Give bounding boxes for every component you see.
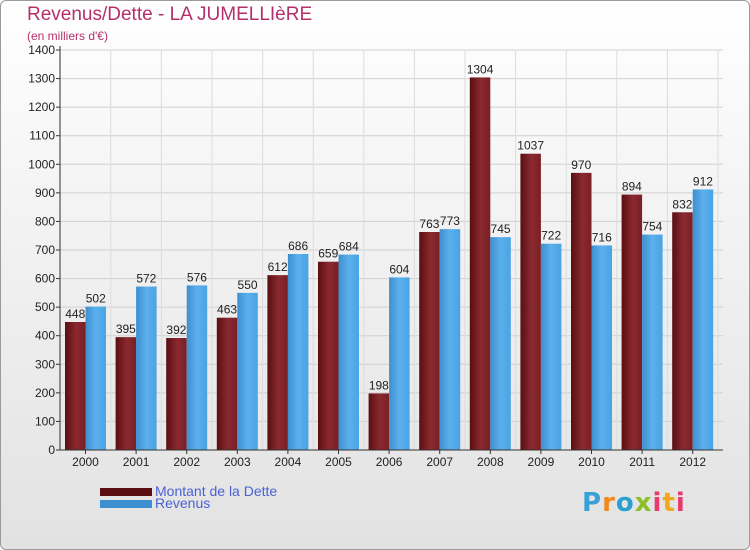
data-label-debt: 832 (672, 197, 692, 211)
bar-debt (318, 261, 339, 450)
data-label-debt: 448 (65, 307, 85, 321)
x-tick-label: 2009 (528, 455, 555, 469)
bar-debt (571, 172, 592, 450)
x-tick-label: 2010 (578, 455, 605, 469)
data-label-revenue: 572 (136, 272, 156, 286)
data-label-revenue: 684 (339, 240, 359, 254)
y-tick-label: 1300 (28, 72, 55, 86)
y-tick-label: 1100 (29, 129, 55, 143)
bar-revenue (540, 243, 562, 450)
bar-debt (216, 317, 238, 450)
bar-debt (166, 338, 187, 450)
bar-debt (65, 322, 86, 450)
data-label-revenue: 576 (187, 270, 207, 284)
y-tick-label: 400 (35, 329, 55, 343)
data-label-debt: 894 (622, 180, 642, 194)
data-label-revenue: 550 (238, 278, 258, 292)
bar-revenue (692, 189, 714, 450)
data-label-debt: 970 (571, 158, 591, 172)
bar-revenue (490, 237, 511, 450)
x-tick-label: 2005 (325, 455, 352, 469)
bar-debt (115, 337, 137, 450)
y-tick-label: 700 (35, 243, 55, 257)
y-tick-label: 300 (35, 357, 55, 371)
bar-revenue (338, 254, 359, 450)
bar-debt (469, 77, 491, 450)
x-tick-label: 2002 (173, 455, 200, 469)
data-label-revenue: 502 (86, 292, 106, 306)
bar-revenue (136, 286, 157, 450)
legend-swatch-debt (100, 488, 152, 496)
data-label-debt: 395 (116, 322, 136, 336)
data-label-revenue: 754 (642, 220, 662, 234)
legend-swatch-revenue (100, 500, 152, 508)
bar-revenue (642, 234, 663, 450)
data-label-debt: 392 (166, 323, 186, 337)
data-label-revenue: 912 (693, 174, 713, 188)
x-tick-label: 2008 (477, 455, 504, 469)
proxiti-logo: Proxiti (582, 488, 686, 518)
y-tick-label: 100 (35, 414, 55, 428)
bar-revenue (186, 285, 208, 450)
y-tick-label: 200 (35, 386, 55, 400)
bar-debt (621, 194, 643, 450)
y-tick-label: 900 (35, 186, 55, 200)
y-tick-label: 1200 (28, 100, 55, 114)
chart-subtitle: (en milliers d'€) (27, 29, 108, 43)
bar-revenue (591, 245, 612, 450)
x-tick-label: 2007 (426, 455, 453, 469)
legend-label-debt: Montant de la Dette (155, 483, 278, 499)
data-label-revenue: 773 (440, 214, 460, 228)
x-tick-label: 2012 (679, 455, 706, 469)
chart-title: Revenus/Dette - LA JUMELLIèRE (27, 4, 313, 25)
x-tick-label: 2001 (123, 455, 150, 469)
x-tick-label: 2003 (224, 455, 251, 469)
bar-revenue (85, 306, 106, 450)
y-tick-label: 600 (35, 272, 55, 286)
bar-revenue (389, 277, 410, 450)
bar-debt (672, 212, 693, 450)
legend-label-revenue: Revenus (155, 495, 211, 511)
data-label-debt: 659 (318, 247, 338, 261)
bar-revenue (439, 229, 461, 450)
data-label-debt: 463 (217, 303, 237, 317)
data-label-debt: 763 (419, 217, 439, 231)
data-label-debt: 1304 (467, 62, 494, 76)
x-tick-label: 2011 (629, 455, 655, 469)
x-tick-label: 2000 (72, 455, 99, 469)
bar-revenue (287, 254, 309, 450)
bar-debt (520, 153, 541, 450)
y-tick-label: 1400 (28, 43, 55, 57)
data-label-debt: 612 (268, 260, 288, 274)
y-tick-label: 1000 (28, 157, 55, 171)
y-tick-label: 500 (35, 300, 55, 314)
bar-debt (368, 393, 390, 450)
data-label-revenue: 716 (592, 230, 612, 244)
data-label-debt: 1037 (517, 139, 544, 153)
data-label-revenue: 722 (541, 229, 561, 243)
data-label-debt: 198 (369, 378, 389, 392)
x-tick-label: 2004 (275, 455, 302, 469)
data-label-revenue: 745 (491, 222, 511, 236)
data-label-revenue: 686 (288, 239, 308, 253)
y-tick-label: 0 (48, 443, 55, 457)
x-tick-label: 2006 (376, 455, 403, 469)
y-tick-label: 800 (35, 214, 55, 228)
bar-debt (419, 232, 440, 450)
bar-revenue (237, 292, 258, 450)
bar-debt (267, 275, 288, 450)
data-label-revenue: 604 (389, 262, 409, 276)
